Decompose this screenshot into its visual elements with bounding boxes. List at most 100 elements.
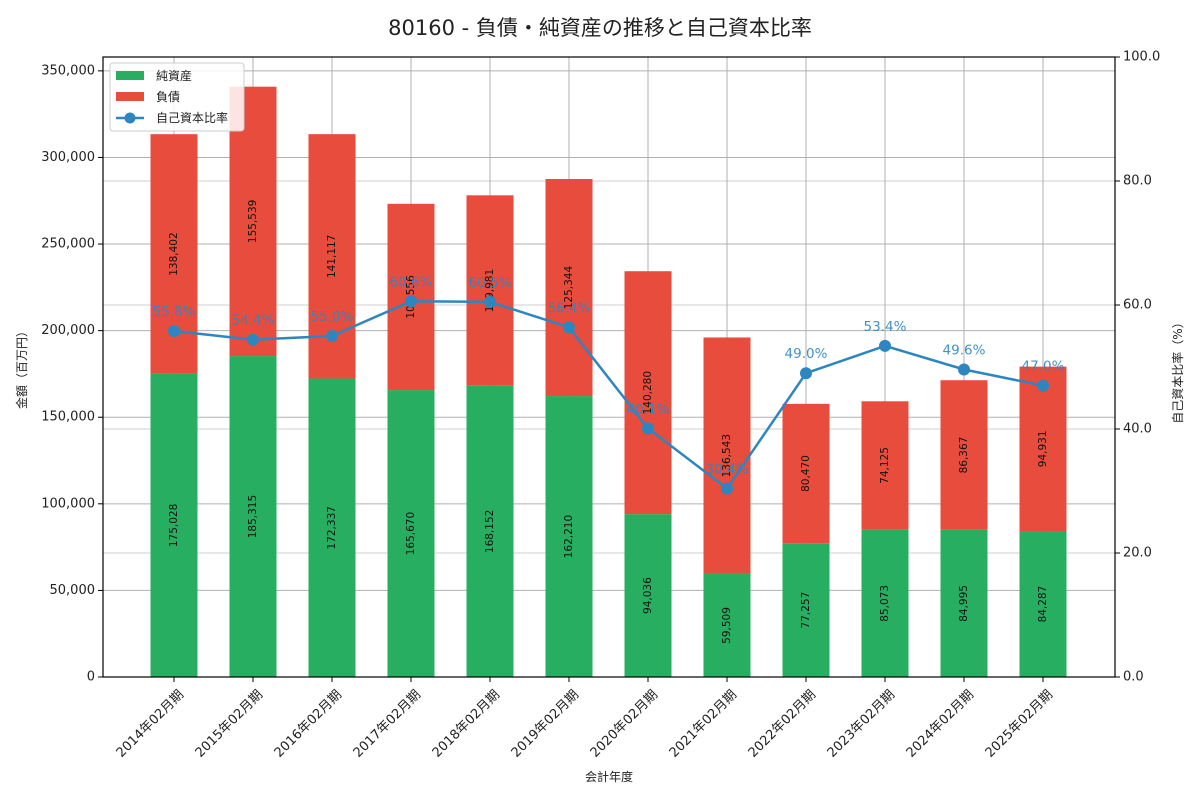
ratio-label: 49.6% (943, 342, 986, 358)
ratio-marker (800, 367, 812, 380)
ratio-marker (326, 330, 338, 342)
y2-tick-label: 100.0 (1123, 50, 1160, 65)
bar-net-assets (387, 390, 435, 677)
bar-label-liabilities: 155,539 (247, 200, 259, 243)
x-tick-label: 2017年02月期 (351, 687, 424, 760)
bar-net-assets (466, 385, 514, 677)
y-tick-label: 250,000 (41, 237, 95, 252)
y2-tick-label: 60.0 (1123, 298, 1152, 313)
x-tick-label: 2015年02月期 (193, 687, 266, 760)
y-tick-label: 300,000 (41, 150, 95, 165)
ratio-marker (642, 422, 654, 435)
bar-net-assets (150, 373, 198, 677)
legend-label-net-assets: 純資産 (156, 68, 192, 83)
ratio-marker (405, 295, 417, 308)
bar-liabilities (782, 403, 830, 544)
bar-label-net-assets: 185,315 (247, 495, 259, 538)
bar-liabilities (466, 195, 514, 386)
ratio-marker (721, 482, 733, 495)
ratio-marker (879, 339, 891, 352)
bar-label-liabilities: 140,280 (642, 371, 654, 414)
y-tick-label: 100,000 (41, 496, 95, 511)
x-axis-label: 会計年度 (585, 769, 633, 784)
ratio-label: 30.4% (706, 462, 749, 478)
bar-label-net-assets: 84,995 (958, 585, 970, 622)
bar-net-assets (229, 356, 277, 677)
legend-swatch-net-assets (116, 71, 144, 80)
legend-label-ratio: 自己資本比率 (156, 110, 228, 125)
legend-label-liabilities: 負債 (156, 89, 180, 104)
x-tick-label: 2014年02月期 (114, 687, 187, 760)
bar-liabilities (861, 401, 909, 530)
ratio-line-series: 55.8% 54.4% 55.0% 60.6% 60.5% 56.4% 40.1% 30.4%… (153, 274, 1065, 495)
bar-value-labels: 175,028 138,402 185,315 155,539 172,337 141,1… (168, 200, 1049, 644)
bar-liabilities (703, 337, 751, 574)
ratio-line (173, 300, 1044, 491)
y-tick-label: 200,000 (41, 323, 95, 338)
bar-label-net-assets: 85,073 (879, 585, 891, 622)
ratio-label: 60.5% (469, 275, 512, 291)
bar-net-assets (940, 529, 988, 677)
ratio-label: 55.0% (311, 309, 354, 325)
x-tick-label: 2024年02月期 (904, 687, 977, 760)
ratio-label: 54.4% (232, 313, 275, 329)
y-tick-label: 150,000 (41, 410, 95, 425)
ratio-marker (958, 363, 970, 376)
y-tick-label: 350,000 (41, 63, 95, 78)
bar-label-net-assets: 59,509 (721, 607, 733, 644)
ratio-label: 40.1% (627, 401, 670, 417)
bar-label-liabilities: 80,470 (800, 455, 812, 492)
ratio-marker (1037, 379, 1049, 392)
bar-label-liabilities: 86,367 (958, 437, 970, 474)
x-tick-label: 2021年02月期 (667, 687, 740, 760)
bar-label-net-assets: 175,028 (168, 504, 180, 547)
ratio-marker (563, 321, 575, 334)
x-tick-label: 2022年02月期 (746, 687, 819, 760)
x-tick-label: 2019年02月期 (509, 687, 582, 760)
y2-tick-label: 80.0 (1123, 174, 1152, 189)
bar-net-assets (782, 543, 830, 677)
bar-liabilities (229, 86, 277, 357)
y2-tick-label: 40.0 (1123, 422, 1152, 437)
bar-label-net-assets: 165,670 (405, 512, 417, 555)
ratio-marker (247, 333, 259, 346)
bar-label-net-assets: 84,287 (1037, 586, 1049, 623)
chart-title: 80160 - 負債・純資産の推移と自己資本比率 (388, 16, 812, 40)
bar-net-assets (703, 573, 751, 677)
bar-label-net-assets: 172,337 (326, 506, 338, 549)
y2-tick-label: 0.0 (1123, 670, 1144, 685)
bar-net-assets (308, 378, 356, 677)
plot-frame (102, 56, 1116, 678)
y2-axis-label: 自己資本比率（%） (1170, 316, 1185, 423)
bar-label-liabilities: 125,344 (563, 266, 575, 310)
legend-marker-ratio (124, 112, 136, 124)
x-tick-label: 2016年02月期 (272, 687, 345, 760)
x-tick-label: 2018年02月期 (430, 687, 503, 760)
bar-net-assets (861, 529, 909, 677)
bar-label-net-assets: 77,257 (800, 592, 812, 629)
ratio-label: 49.0% (785, 346, 828, 362)
bar-net-assets (545, 396, 593, 677)
bar-series (150, 86, 1067, 677)
bar-label-liabilities: 74,125 (879, 447, 891, 484)
ratio-label: 47.0% (1022, 359, 1065, 375)
bar-net-assets (624, 514, 672, 677)
bar-liabilities (624, 271, 672, 515)
ratio-label: 56.4% (548, 300, 591, 316)
bar-label-liabilities: 141,117 (326, 235, 338, 278)
ratio-marker (484, 295, 496, 308)
x-tick-label: 2023年02月期 (825, 687, 898, 760)
ratio-marker (168, 325, 180, 338)
y-tick-label: 0 (87, 670, 95, 685)
bar-liabilities (1019, 366, 1067, 532)
y-tick-label: 50,000 (50, 583, 96, 598)
bar-liabilities (545, 179, 593, 397)
legend-swatch-liabilities (116, 92, 144, 101)
ratio-label: 53.4% (864, 319, 907, 335)
y2-tick-label: 20.0 (1123, 546, 1152, 561)
bar-label-net-assets: 168,152 (484, 510, 496, 553)
bar-liabilities (940, 380, 988, 530)
x-tick-label: 2025年02月期 (983, 687, 1056, 760)
